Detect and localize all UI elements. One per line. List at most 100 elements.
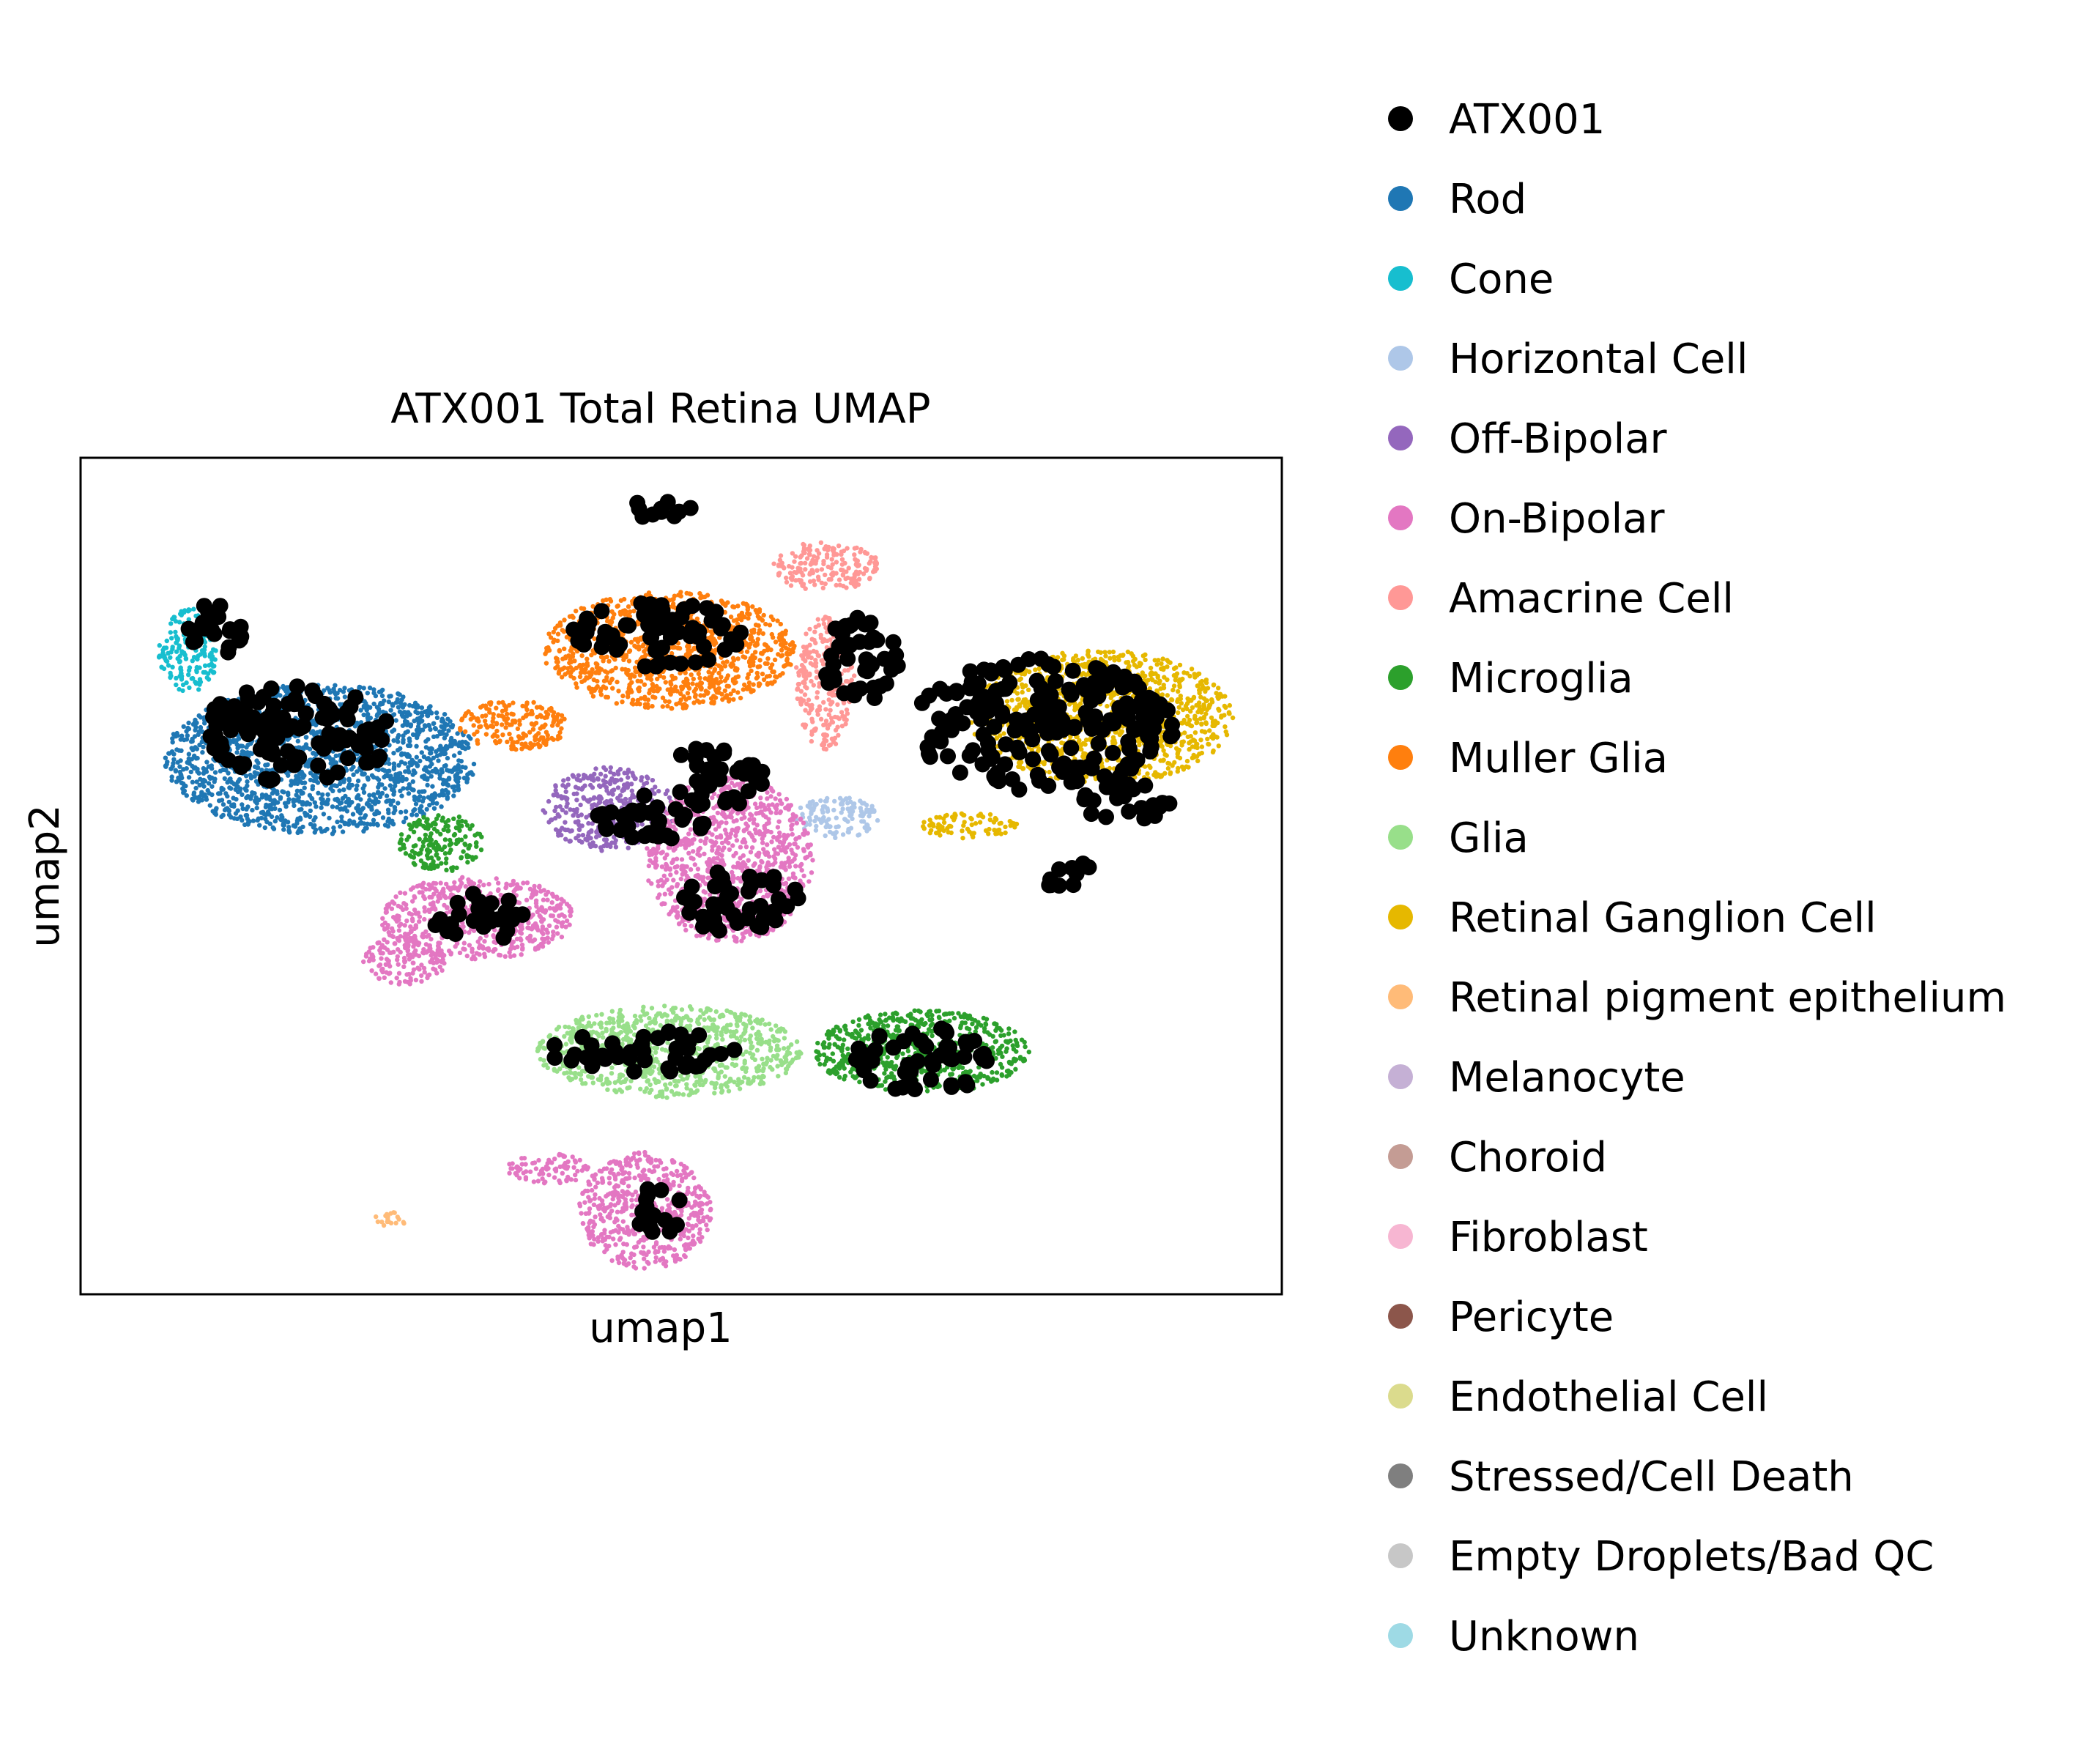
point-on-bipolar (404, 919, 409, 924)
point-on-bipolar (668, 891, 673, 897)
point-on-bipolar (642, 1266, 647, 1271)
point-on-bipolar (637, 1151, 642, 1157)
point-rod (338, 800, 344, 806)
point-amacrine-cell (816, 551, 822, 556)
point-on-bipolar (664, 861, 669, 867)
point-rod (434, 710, 439, 716)
point-on-bipolar (688, 827, 694, 832)
point-on-bipolar (420, 882, 425, 888)
point-off-bipolar (546, 798, 552, 804)
point-on-bipolar (596, 1239, 601, 1244)
point-rod (289, 779, 294, 784)
point-rod (396, 801, 401, 806)
point-on-bipolar (696, 1236, 701, 1242)
point-on-bipolar (782, 881, 787, 887)
point-horizontal-cell (809, 811, 814, 817)
point-rod (400, 705, 406, 710)
point-rod (259, 792, 265, 798)
point-on-bipolar (404, 942, 409, 947)
point-off-bipolar (650, 778, 656, 783)
point-on-bipolar (653, 863, 658, 868)
point-off-bipolar (568, 838, 573, 844)
point-on-bipolar (593, 1184, 598, 1190)
point-on-bipolar (679, 864, 685, 869)
point-off-bipolar (559, 832, 564, 838)
point-on-bipolar (760, 803, 765, 808)
point-off-bipolar (593, 766, 598, 771)
point-cone (179, 671, 184, 676)
point-amacrine-cell (812, 629, 817, 634)
point-on-bipolar (783, 850, 789, 855)
point-cone (179, 612, 184, 617)
point-on-bipolar (476, 945, 482, 951)
point-cone (177, 686, 182, 692)
point-amacrine-cell (778, 563, 784, 568)
point-rod (278, 796, 283, 801)
point-on-bipolar (686, 1185, 691, 1191)
point-rod (297, 815, 303, 820)
point-rod (253, 799, 258, 804)
point-rod (163, 764, 168, 769)
point-on-bipolar (675, 1173, 680, 1179)
point-off-bipolar (630, 795, 635, 800)
point-on-bipolar (741, 853, 746, 858)
point-on-bipolar (666, 887, 672, 892)
point-on-bipolar (620, 1227, 626, 1232)
point-rod (457, 750, 462, 756)
point-rod (364, 708, 369, 713)
point-rod (431, 755, 436, 761)
point-horizontal-cell (827, 829, 833, 835)
point-amacrine-cell (836, 732, 841, 738)
point-off-bipolar (598, 845, 604, 850)
point-on-bipolar (691, 1242, 697, 1247)
point-on-bipolar (735, 875, 741, 881)
point-on-bipolar (663, 1264, 669, 1269)
point-rod (371, 775, 376, 780)
point-amacrine-cell (862, 549, 868, 555)
point-on-bipolar (449, 886, 455, 891)
point-rod (198, 725, 203, 730)
point-on-bipolar (555, 919, 560, 924)
point-horizontal-cell (806, 815, 812, 820)
point-rod (396, 732, 401, 738)
point-rod (373, 693, 379, 699)
point-on-bipolar (683, 839, 689, 845)
point-rod (271, 826, 277, 831)
point-on-bipolar (577, 1203, 583, 1209)
point-cone (194, 669, 199, 675)
point-on-bipolar (402, 960, 407, 965)
point-rod (376, 708, 382, 713)
point-amacrine-cell (820, 585, 826, 590)
point-on-bipolar (570, 1154, 575, 1159)
point-amacrine-cell (777, 557, 783, 563)
point-rod (335, 798, 341, 803)
point-rod (445, 796, 450, 801)
point-rod (398, 771, 403, 776)
point-rod (292, 803, 297, 809)
point-rod (430, 768, 435, 774)
point-on-bipolar (382, 937, 387, 943)
point-on-bipolar (790, 858, 795, 864)
point-rod (321, 812, 327, 817)
point-rod (316, 790, 321, 796)
point-rod (175, 733, 180, 738)
point-on-bipolar (600, 1180, 605, 1185)
point-rod (190, 779, 196, 785)
point-amacrine-cell (829, 571, 834, 577)
point-on-bipolar (628, 1163, 633, 1169)
point-amacrine-cell (801, 582, 806, 587)
point-rod (205, 787, 210, 793)
point-on-bipolar (733, 850, 738, 856)
point-on-bipolar (545, 897, 550, 902)
point-amacrine-cell (788, 583, 794, 588)
point-off-bipolar (626, 845, 631, 850)
point-on-bipolar (604, 1194, 609, 1199)
point-rod (335, 819, 340, 825)
point-on-bipolar (552, 1157, 557, 1162)
point-on-bipolar (683, 869, 688, 875)
point-rod (412, 807, 418, 812)
point-rod (364, 825, 369, 831)
point-on-bipolar (420, 935, 426, 940)
point-on-bipolar (658, 850, 664, 856)
point-on-bipolar (428, 937, 434, 942)
